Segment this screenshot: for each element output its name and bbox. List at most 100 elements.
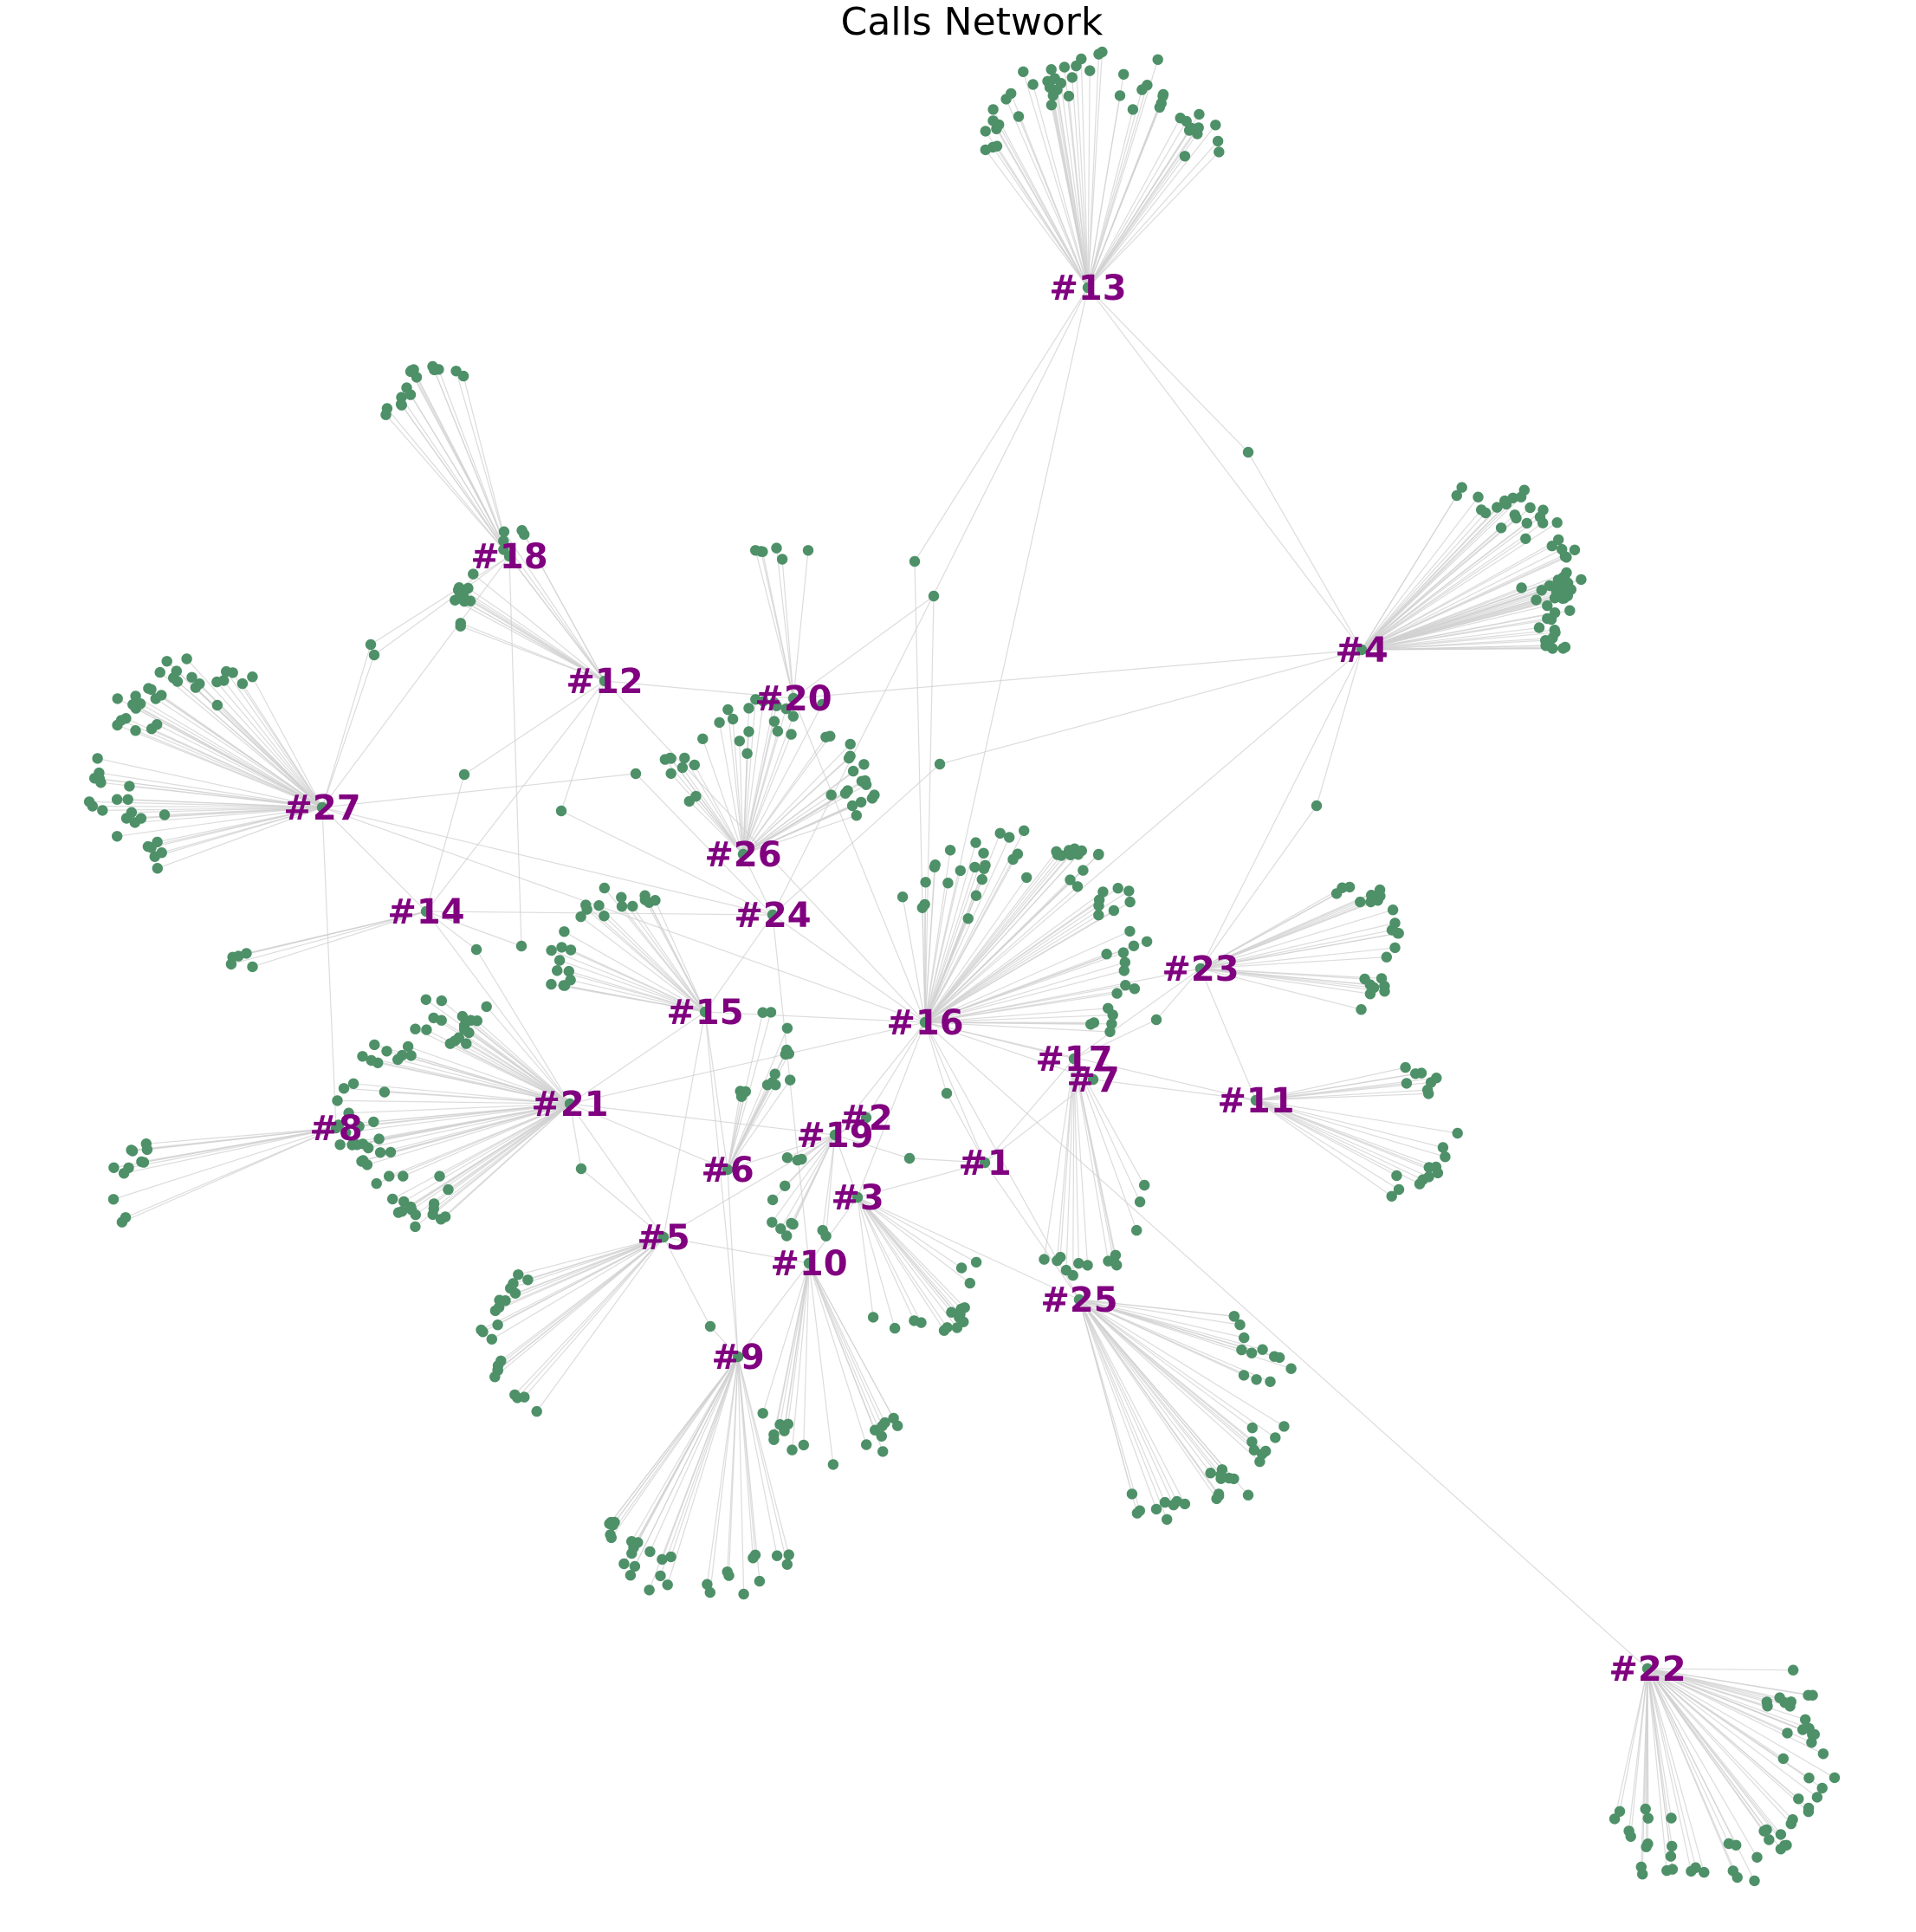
leaf-node[interactable] bbox=[876, 1430, 887, 1443]
leaf-node[interactable] bbox=[371, 1177, 382, 1190]
leaf-node[interactable] bbox=[1088, 1017, 1100, 1028]
leaf-node[interactable] bbox=[1021, 872, 1032, 884]
leaf-node[interactable] bbox=[969, 861, 981, 873]
leaf-node[interactable] bbox=[845, 738, 856, 750]
leaf-node[interactable] bbox=[861, 1439, 872, 1450]
leaf-node[interactable] bbox=[1154, 101, 1166, 113]
leaf-node[interactable] bbox=[463, 582, 474, 594]
leaf-node[interactable] bbox=[626, 1547, 638, 1559]
connector-node[interactable] bbox=[1150, 1014, 1162, 1026]
leaf-node[interactable] bbox=[241, 948, 252, 959]
leaf-node[interactable] bbox=[1111, 1260, 1123, 1271]
leaf-node[interactable] bbox=[435, 1214, 447, 1225]
leaf-node[interactable] bbox=[97, 805, 108, 816]
leaf-node[interactable] bbox=[1451, 489, 1463, 502]
connector-node[interactable] bbox=[555, 805, 567, 817]
leaf-node[interactable] bbox=[1131, 1507, 1143, 1519]
leaf-node[interactable] bbox=[1127, 104, 1139, 115]
leaf-node[interactable] bbox=[1071, 881, 1084, 892]
leaf-node[interactable] bbox=[1039, 1254, 1050, 1265]
leaf-node[interactable] bbox=[1078, 865, 1089, 876]
leaf-node[interactable] bbox=[1246, 1436, 1258, 1448]
leaf-node[interactable] bbox=[1699, 1866, 1710, 1878]
leaf-node[interactable] bbox=[221, 665, 232, 677]
leaf-node[interactable] bbox=[1356, 1004, 1367, 1015]
leaf-node[interactable] bbox=[1609, 1813, 1621, 1825]
leaf-node[interactable] bbox=[1141, 936, 1153, 948]
leaf-node[interactable] bbox=[970, 837, 981, 848]
leaf-node[interactable] bbox=[1723, 1838, 1735, 1850]
leaf-node[interactable] bbox=[743, 726, 754, 737]
leaf-node[interactable] bbox=[1205, 1468, 1216, 1479]
leaf-node[interactable] bbox=[373, 1133, 385, 1144]
leaf-node[interactable] bbox=[1119, 956, 1131, 969]
leaf-node[interactable] bbox=[398, 1170, 409, 1182]
leaf-node[interactable] bbox=[218, 675, 230, 686]
leaf-node[interactable] bbox=[1564, 605, 1576, 616]
leaf-node[interactable] bbox=[1452, 1127, 1463, 1139]
leaf-node[interactable] bbox=[1052, 84, 1063, 95]
leaf-node[interactable] bbox=[1052, 1255, 1063, 1267]
leaf-node[interactable] bbox=[1666, 1812, 1677, 1824]
leaf-node[interactable] bbox=[385, 1146, 397, 1158]
leaf-node[interactable] bbox=[1782, 1728, 1793, 1739]
leaf-node[interactable] bbox=[1260, 1445, 1272, 1457]
leaf-node[interactable] bbox=[955, 865, 967, 877]
leaf-node[interactable] bbox=[1565, 584, 1577, 595]
leaf-node[interactable] bbox=[1749, 1875, 1760, 1887]
leaf-node[interactable] bbox=[343, 1107, 354, 1118]
leaf-node[interactable] bbox=[457, 370, 469, 382]
leaf-node[interactable] bbox=[750, 694, 761, 705]
leaf-node[interactable] bbox=[892, 1420, 903, 1431]
leaf-node[interactable] bbox=[1641, 1841, 1652, 1852]
leaf-node[interactable] bbox=[1816, 1782, 1828, 1794]
leaf-node[interactable] bbox=[955, 1308, 966, 1320]
leaf-node[interactable] bbox=[1393, 1183, 1405, 1196]
leaf-node[interactable] bbox=[112, 693, 123, 704]
leaf-node[interactable] bbox=[1118, 68, 1130, 81]
leaf-node[interactable] bbox=[118, 1168, 130, 1179]
leaf-node[interactable] bbox=[247, 671, 258, 683]
leaf-node[interactable] bbox=[1625, 1831, 1636, 1842]
leaf-node[interactable] bbox=[405, 1050, 417, 1061]
leaf-node[interactable] bbox=[1537, 504, 1549, 515]
leaf-node[interactable] bbox=[951, 1322, 963, 1333]
leaf-node[interactable] bbox=[1642, 1812, 1654, 1824]
leaf-node[interactable] bbox=[1665, 1851, 1677, 1862]
leaf-node[interactable] bbox=[769, 1068, 780, 1079]
leaf-node[interactable] bbox=[1401, 1078, 1413, 1089]
leaf-node[interactable] bbox=[1107, 1009, 1118, 1021]
leaf-node[interactable] bbox=[1495, 522, 1507, 534]
leaf-node[interactable] bbox=[1162, 1514, 1173, 1526]
leaf-node[interactable] bbox=[629, 1560, 641, 1572]
leaf-node[interactable] bbox=[1126, 1488, 1138, 1500]
leaf-node[interactable] bbox=[781, 1022, 793, 1034]
leaf-node[interactable] bbox=[845, 750, 856, 762]
leaf-node[interactable] bbox=[171, 665, 182, 677]
leaf-node[interactable] bbox=[771, 1550, 783, 1561]
leaf-node[interactable] bbox=[513, 1269, 524, 1280]
leaf-node[interactable] bbox=[786, 1444, 798, 1455]
leaf-node[interactable] bbox=[1553, 580, 1564, 591]
leaf-node[interactable] bbox=[140, 1138, 152, 1150]
leaf-node[interactable] bbox=[194, 678, 205, 690]
hub-node[interactable] bbox=[919, 1016, 931, 1028]
leaf-node[interactable] bbox=[740, 1086, 751, 1098]
leaf-node[interactable] bbox=[1101, 949, 1112, 960]
leaf-node[interactable] bbox=[1809, 1728, 1820, 1741]
leaf-node[interactable] bbox=[781, 1559, 793, 1570]
leaf-node[interactable] bbox=[565, 944, 577, 956]
leaf-node[interactable] bbox=[1150, 1503, 1162, 1515]
leaf-node[interactable] bbox=[679, 752, 690, 764]
leaf-node[interactable] bbox=[987, 104, 999, 115]
connector-node[interactable] bbox=[909, 555, 921, 567]
leaf-node[interactable] bbox=[714, 716, 725, 729]
leaf-node[interactable] bbox=[352, 1139, 363, 1151]
leaf-node[interactable] bbox=[152, 863, 163, 874]
leaf-node[interactable] bbox=[1114, 90, 1126, 101]
leaf-node[interactable] bbox=[159, 809, 171, 820]
leaf-node[interactable] bbox=[650, 895, 661, 906]
leaf-node[interactable] bbox=[1531, 594, 1542, 606]
leaf-node[interactable] bbox=[1228, 1311, 1240, 1322]
leaf-node[interactable] bbox=[722, 703, 734, 716]
